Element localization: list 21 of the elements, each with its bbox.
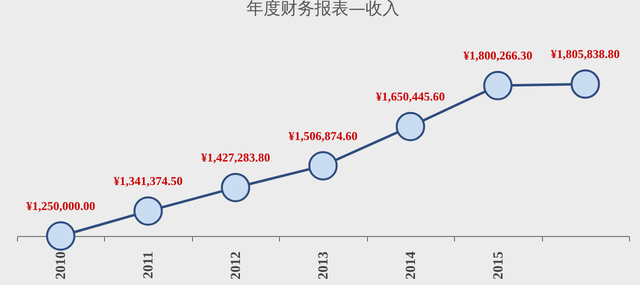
x-tick-label: 2013 bbox=[316, 252, 332, 280]
point bbox=[220, 172, 250, 202]
x-tick-label: 2010 bbox=[54, 252, 70, 280]
point bbox=[483, 70, 513, 100]
x-tick-label: 2015 bbox=[491, 252, 506, 280]
data-label: ¥1,805,838.80 bbox=[550, 47, 620, 62]
x-tick-label: 2012 bbox=[229, 252, 244, 280]
chart-title: 年度财务报表—收入 bbox=[246, 0, 400, 20]
point bbox=[396, 112, 426, 142]
point bbox=[570, 69, 600, 99]
data-label: ¥1,800,266.30 bbox=[463, 48, 532, 63]
data-label: ¥1,427,283.80 bbox=[201, 150, 270, 165]
point bbox=[46, 221, 76, 251]
point bbox=[133, 196, 163, 226]
data-label: ¥1,250,000.00 bbox=[26, 199, 96, 213]
x-tick-label: 2014 bbox=[404, 252, 419, 280]
data-label: ¥1,506,874.60 bbox=[288, 128, 358, 143]
x-tick-label: 2011 bbox=[142, 252, 157, 279]
data-label: ¥1,650,445.60 bbox=[376, 90, 445, 104]
point bbox=[308, 151, 338, 180]
data-label: ¥1,341,374.50 bbox=[114, 174, 183, 188]
